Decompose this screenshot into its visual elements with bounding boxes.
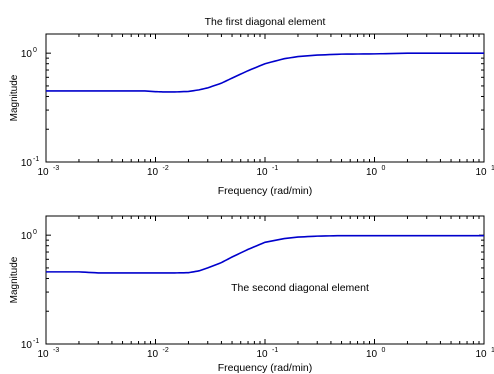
x-tick-label: 10: [37, 167, 49, 178]
x-tick-label-exponent: -2: [163, 347, 169, 354]
y-tick-label: 10: [21, 231, 33, 242]
panel-1: The first diagonal element Magnitude Fre…: [9, 16, 494, 197]
x-axis-label-2: Frequency (rad/min): [218, 362, 313, 374]
x-tick-label: 10: [256, 167, 268, 178]
x-tick-label: 10: [475, 167, 487, 178]
x-tick-label-exponent: -3: [53, 347, 59, 354]
y-axis-label-2: Magnitude: [9, 256, 20, 303]
x-axis-label-1: Frequency (rad/min): [218, 185, 313, 197]
panel-2: The second diagonal element Magnitude Fr…: [9, 215, 494, 374]
annotation-2: The second diagonal element: [231, 282, 369, 294]
y-tick-label-exponent: -1: [33, 338, 39, 345]
x-tick-label: 10: [475, 349, 487, 360]
y-axis-label-1: Magnitude: [9, 74, 20, 121]
x-tick-label: 10: [366, 349, 378, 360]
x-tick-label-exponent: -1: [272, 165, 278, 172]
x-tick-label-exponent: -2: [163, 165, 169, 172]
x-tick-label: 10: [366, 167, 378, 178]
x-tick-label-exponent: -3: [53, 165, 59, 172]
x-tick-label-exponent: 1: [491, 347, 494, 354]
x-ticks-1: [45, 34, 485, 162]
tick-labels-2: 10 -3 10 -2 10 -1 10 0 10 110 -110 0: [21, 229, 494, 360]
x-tick-label: 10: [37, 349, 49, 360]
x-tick-label: 10: [147, 167, 159, 178]
plot-frame-1: [45, 33, 485, 163]
x-tick-label: 10: [147, 349, 159, 360]
y-tick-label: 10: [21, 158, 33, 169]
y-tick-label-exponent: 0: [33, 47, 37, 54]
plot-frame-2: [45, 215, 485, 345]
x-tick-label-exponent: 0: [382, 347, 386, 354]
series-line-1: [46, 52, 484, 93]
x-tick-label-exponent: 1: [491, 165, 494, 172]
y-tick-label: 10: [21, 340, 33, 351]
x-ticks-2: [45, 216, 485, 344]
y-tick-label-exponent: 0: [33, 229, 37, 236]
series-line-2: [46, 234, 484, 274]
chart-title-1: The first diagonal element: [205, 16, 326, 28]
y-ticks-1: [46, 52, 484, 163]
x-tick-label-exponent: 0: [382, 165, 386, 172]
y-tick-label: 10: [21, 49, 33, 60]
x-tick-label: 10: [256, 349, 268, 360]
tick-labels-1: 10 -3 10 -2 10 -1 10 0 10 110 -110 0: [21, 47, 494, 178]
x-tick-label-exponent: -1: [272, 347, 278, 354]
y-tick-label-exponent: -1: [33, 156, 39, 163]
